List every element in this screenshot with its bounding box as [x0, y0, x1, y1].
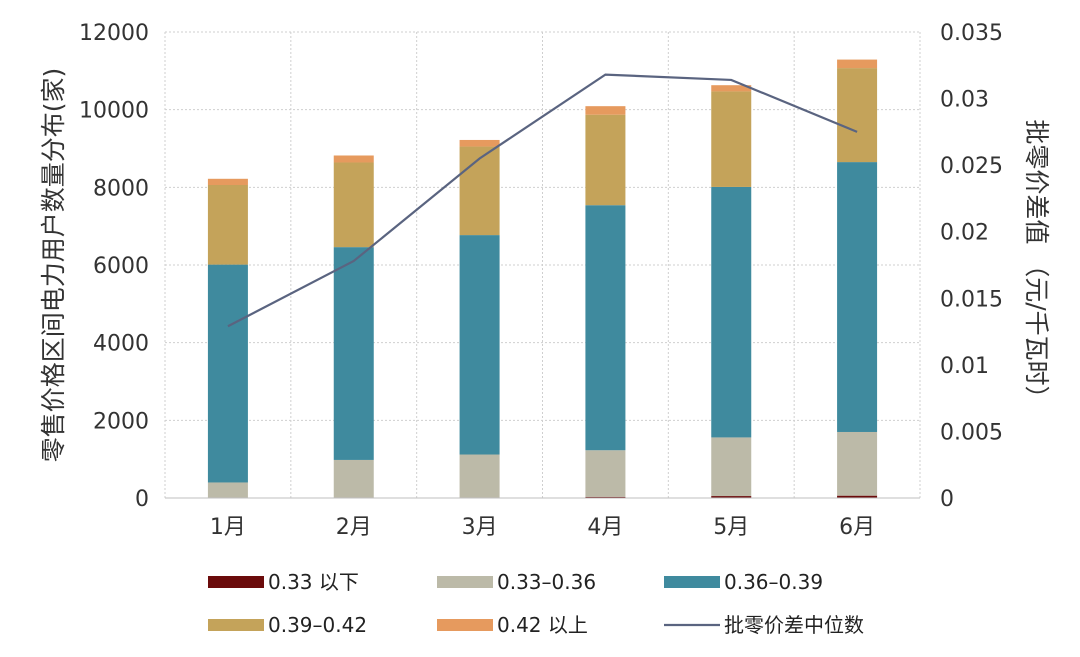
legend-label: 0.33 以下 [268, 570, 359, 594]
legend-label: 0.36–0.39 [724, 570, 823, 594]
bar-segment-2 [711, 437, 752, 497]
bar-segment-1 [837, 495, 878, 498]
bar-segment-5 [585, 106, 626, 115]
y-tick-label-right: 0 [940, 487, 954, 512]
y-tick-label-right: 0.005 [940, 420, 1003, 445]
bar-segment-3 [333, 247, 374, 460]
legend-swatch [208, 576, 264, 588]
bar-segment-2 [333, 459, 374, 498]
bar-segment-1 [711, 496, 752, 498]
legend-label: 0.42 以上 [497, 613, 588, 637]
y-tick-label-right: 0.02 [940, 221, 989, 246]
bar-segment-2 [585, 450, 626, 497]
bar-segment-2 [837, 431, 878, 496]
bar-segment-3 [459, 235, 500, 455]
y-tick-label-left: 10000 [79, 99, 149, 124]
y-tick-label-right: 0.035 [940, 21, 1003, 46]
median-line-layer [227, 73, 858, 328]
legend: 0.33 以下 0.33–0.36 0.36–0.39 0.39–0.42 0.42 以… [208, 570, 864, 637]
y-tick-label-right: 0.025 [940, 154, 1003, 179]
y-axis-title-right: 批零价差值 （元/千瓦时） [1022, 119, 1051, 410]
y-tick-label-right: 0.015 [940, 287, 1003, 312]
bar-segment-4 [207, 185, 248, 265]
bar-segment-4 [711, 91, 752, 187]
bar-segment-3 [585, 205, 626, 451]
bar-segment-3 [207, 264, 248, 483]
y-tick-label-right: 0.01 [940, 354, 989, 379]
x-tick-label: 6月 [839, 515, 875, 540]
bar-segment-4 [585, 114, 626, 206]
y-axis-title-left: 零售价格区间电力用户数量分布(家) [39, 68, 68, 463]
y-tick-label-left: 2000 [93, 409, 149, 434]
y-tick-label-left: 12000 [79, 21, 149, 46]
y-tick-label-left: 0 [135, 487, 149, 512]
bar-segment-1 [585, 496, 626, 498]
legend-label: 0.39–0.42 [268, 613, 367, 637]
legend-swatch [208, 619, 264, 631]
bar-segment-5 [837, 59, 878, 69]
legend-swatch [437, 576, 493, 588]
bar-segment-5 [459, 139, 500, 147]
bar-segment-4 [459, 146, 500, 236]
x-tick-label: 4月 [587, 515, 623, 540]
legend-swatch [664, 576, 720, 588]
bar-segment-5 [333, 155, 374, 163]
x-axis-ticks: 1月 2月 3月 4月 5月 6月 [210, 515, 875, 540]
grid-lines [164, 31, 921, 499]
bars [207, 59, 878, 498]
x-tick-label: 5月 [713, 515, 749, 540]
x-tick-label: 2月 [336, 515, 372, 540]
legend-label: 批零价差中位数 [724, 613, 864, 637]
x-tick-label: 1月 [210, 515, 246, 540]
y-tick-label-left: 6000 [93, 254, 149, 279]
bar-segment-3 [837, 162, 878, 432]
legend-label: 0.33–0.36 [497, 570, 596, 594]
bar-segment-4 [333, 162, 374, 248]
y-tick-label-right: 0.03 [940, 88, 989, 113]
bar-segment-3 [711, 186, 752, 438]
right-axis-ticks: 0 0.005 0.01 0.015 0.02 0.025 0.03 0.035 [940, 21, 1003, 512]
left-axis-ticks: 0 2000 4000 6000 8000 10000 12000 [79, 21, 149, 512]
bar-segment-5 [711, 85, 752, 92]
bar-segment-2 [459, 454, 500, 498]
bar-segment-4 [837, 68, 878, 163]
bar-segment-2 [207, 482, 248, 498]
y-tick-label-left: 8000 [93, 176, 149, 201]
legend-swatch [437, 619, 493, 631]
bar-segment-5 [207, 178, 248, 186]
y-tick-label-left: 4000 [93, 332, 149, 357]
x-tick-label: 3月 [462, 515, 498, 540]
median-spread-line [227, 73, 858, 328]
